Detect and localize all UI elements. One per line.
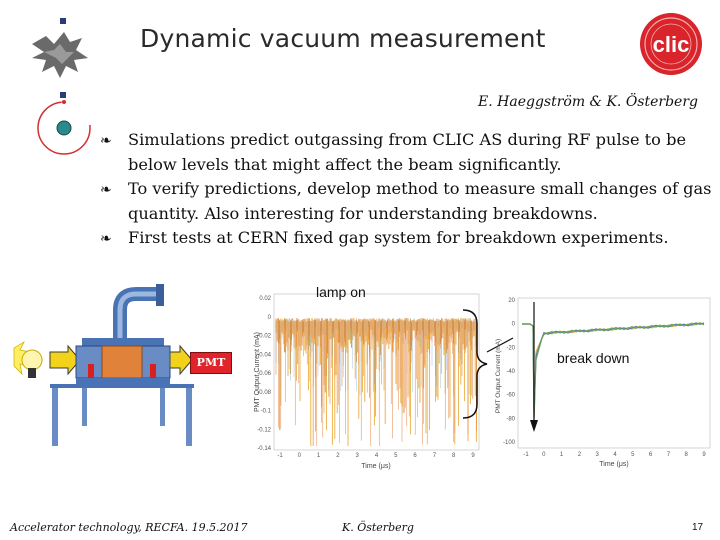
y-tick-label: 0 <box>268 315 272 321</box>
university-logo <box>32 18 88 98</box>
lamp-icon <box>13 341 43 378</box>
slide-title: Dynamic vacuum measurement <box>140 24 546 53</box>
y-tick-label: -0.12 <box>257 427 271 433</box>
x-tick-label: 4 <box>613 452 617 458</box>
x-tick-label: 3 <box>596 452 600 458</box>
y-tick-label: -80 <box>506 416 515 422</box>
x-axis-label: Time (μs) <box>361 463 390 470</box>
x-tick-label: 5 <box>394 453 398 459</box>
x-tick-label: 7 <box>433 453 437 459</box>
lamp-on-label: lamp on <box>316 284 366 300</box>
cycle-bullet-icon: ❧ <box>100 133 112 149</box>
bullet-item: ❧ First tests at CERN fixed gap system f… <box>100 226 712 251</box>
page-number: 17 <box>692 522 704 533</box>
bullet-item: ❧ To verify predictions, develop method … <box>100 177 712 226</box>
bullet-item: ❧ Simulations predict outgassing from CL… <box>100 128 712 177</box>
y-tick-label: -0.04 <box>257 352 271 358</box>
authors: E. Haeggström & K. Österberg <box>478 94 698 110</box>
x-tick-label: 1 <box>317 453 321 459</box>
x-tick-label: -1 <box>523 452 529 458</box>
cycle-bullet-icon: ❧ <box>100 182 112 198</box>
y-tick-label: -60 <box>506 393 515 399</box>
y-tick-label: -40 <box>506 369 515 375</box>
x-tick-label: 8 <box>452 453 456 459</box>
x-axis-label: Time (μs) <box>599 461 628 468</box>
y-tick-label: 20 <box>508 298 515 304</box>
break-down-label: break down <box>557 350 630 366</box>
x-tick-label: 9 <box>702 452 706 458</box>
x-tick-label: 5 <box>631 452 635 458</box>
y-tick-label: 0.02 <box>259 296 271 302</box>
circle-logo <box>37 100 91 155</box>
x-tick-label: 6 <box>649 452 653 458</box>
x-tick-label: 2 <box>578 452 582 458</box>
x-tick-label: 2 <box>336 453 340 459</box>
apparatus-diagram <box>13 284 194 446</box>
breakdown-trace <box>522 321 705 425</box>
pmt-label: PMT <box>196 356 226 369</box>
x-tick-label: 7 <box>667 452 671 458</box>
clic-logo-text: clic <box>653 32 690 57</box>
y-tick-label: -0.14 <box>257 446 271 452</box>
signal-trace <box>275 318 477 446</box>
y-tick-label: -100 <box>503 440 516 446</box>
x-tick-label: 0 <box>298 453 302 459</box>
x-tick-label: 1 <box>560 452 564 458</box>
y-axis-label: PMT Output Current (mA) <box>495 339 502 413</box>
bullet-text: Simulations predict outgassing from CLIC… <box>128 130 687 174</box>
x-tick-label: -1 <box>277 453 283 459</box>
footer-event: Accelerator technology, RECFA. 19.5.2017 <box>10 521 248 534</box>
x-tick-label: 8 <box>685 452 689 458</box>
y-tick-label: 0 <box>512 322 516 328</box>
y-tick-label: -0.02 <box>257 334 271 340</box>
y-tick-label: -0.08 <box>257 390 271 396</box>
y-tick-label: -20 <box>506 345 515 351</box>
pmt-signal-chart: 0.020-0.02-0.04-0.06-0.08-0.1-0.12-0.14 … <box>254 293 480 470</box>
x-tick-label: 6 <box>413 453 417 459</box>
breakdown-chart: 20 0 -20 -40 -60 -80 -100 -1 0 1 2 3 4 5 6 7 8 9 Time (μ… <box>495 297 711 468</box>
pmt-box <box>190 352 232 374</box>
bullet-text: To verify predictions, develop method to… <box>128 179 712 223</box>
bracket-arrow <box>462 309 514 419</box>
x-tick-label: 3 <box>356 453 360 459</box>
signal-series <box>275 318 477 446</box>
breakdown-series <box>522 322 705 413</box>
cycle-bullet-icon: ❧ <box>100 231 112 247</box>
x-tick-label: 4 <box>375 453 379 459</box>
y-tick-label: -0.1 <box>261 409 272 415</box>
clic-logo: clic <box>640 13 702 75</box>
bullet-list: ❧ Simulations predict outgassing from CL… <box>100 128 712 251</box>
footer-author: K. Österberg <box>342 521 414 534</box>
x-tick-label: 0 <box>542 452 546 458</box>
bullet-text: First tests at CERN fixed gap system for… <box>128 228 669 247</box>
y-tick-label: -0.06 <box>257 371 271 377</box>
x-tick-label: 9 <box>471 453 475 459</box>
y-axis-label: PMT Output Current (mA) <box>254 332 261 412</box>
